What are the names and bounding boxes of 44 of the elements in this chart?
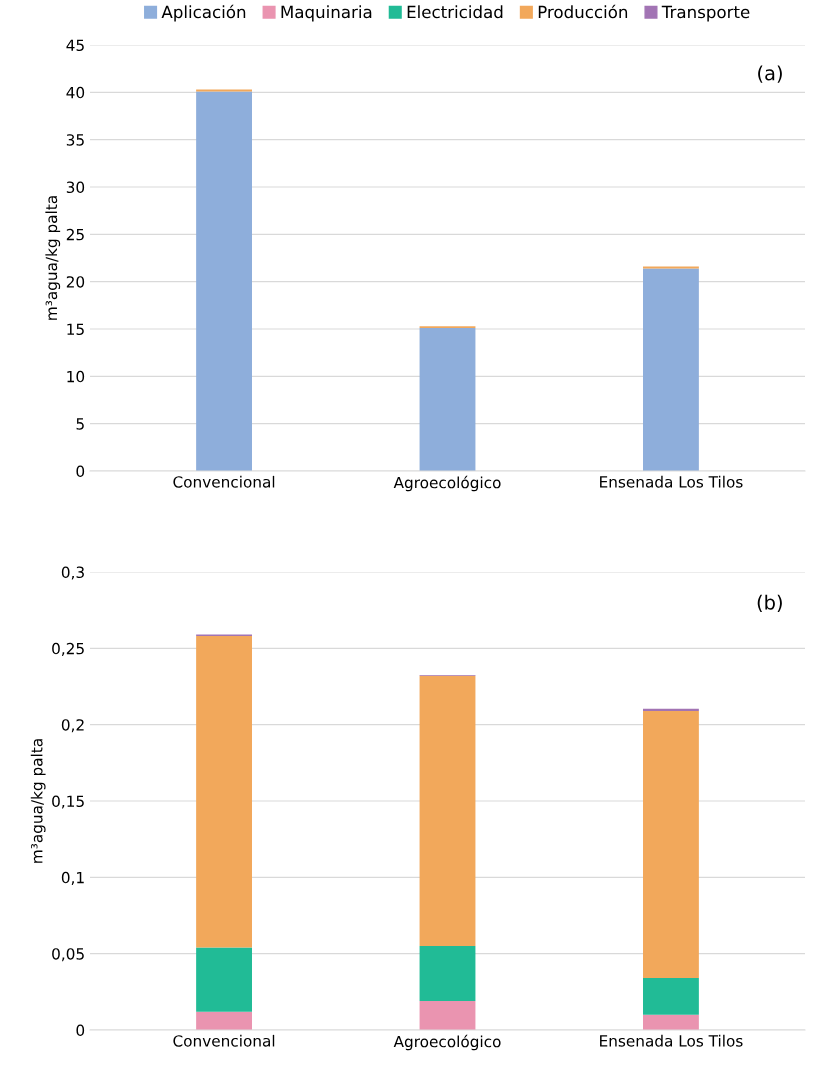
y-tick-label: 0,05: [52, 948, 84, 962]
y-tick-label: 20: [66, 276, 85, 288]
bar: [419, 675, 476, 947]
y-tick-label: 0,3: [61, 566, 84, 580]
y-axis-title: m³agua/kg palta: [45, 196, 61, 320]
x-tick-label: Convencional: [173, 475, 275, 488]
y-tick-label: 45: [66, 39, 84, 52]
y-tick-label: 0,15: [52, 795, 84, 809]
bar: [643, 710, 699, 979]
x-tick-label: Ensenada Los Tilos: [600, 1034, 743, 1047]
x-tick-label: Ensenada Los Tilos: [600, 475, 743, 488]
annotation: (b): [757, 594, 782, 612]
bar: [643, 978, 699, 1015]
y-tick-label: 0: [76, 465, 85, 478]
legend-label: Producción: [538, 4, 628, 19]
y-axis-title: m³agua/kg palta: [30, 739, 46, 863]
bar: [196, 947, 252, 1012]
bar: [196, 636, 252, 948]
y-tick-label: 15: [67, 323, 84, 336]
bar: [419, 1000, 476, 1030]
y-tick-label: 0,25: [52, 642, 84, 656]
x-tick-label: Convencional: [173, 1034, 275, 1047]
y-tick-label: 30: [66, 181, 85, 194]
y-tick-label: 0,2: [61, 719, 84, 733]
y-tick-label: 35: [66, 134, 84, 146]
y-tick-label: 0: [76, 1024, 85, 1037]
bar: [419, 328, 476, 471]
legend-label: Maquinaria: [281, 5, 372, 22]
y-tick-label: 0,1: [61, 871, 84, 885]
x-tick-label: Agroecológico: [393, 1034, 501, 1051]
bar: [419, 946, 476, 1001]
bar: [196, 91, 252, 471]
bar: [196, 1011, 252, 1030]
legend-label: Electricidad: [407, 5, 503, 19]
legend-label: Transporte: [661, 5, 750, 22]
annotation: (a): [758, 65, 782, 83]
y-tick-label: 40: [66, 86, 85, 99]
x-tick-label: Agroecológico: [393, 475, 501, 492]
y-tick-label: 10: [67, 370, 85, 383]
legend-label: Aplicación: [161, 4, 246, 22]
y-tick-label: 25: [66, 228, 84, 241]
bar: [643, 1014, 699, 1030]
bar: [643, 268, 699, 471]
y-tick-label: 5: [76, 418, 84, 430]
